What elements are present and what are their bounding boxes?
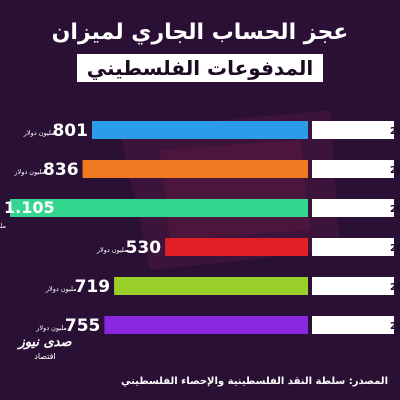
category-label: الربع الثاني 2023 bbox=[390, 282, 400, 293]
category-label-box bbox=[312, 121, 394, 139]
data-label: 719 bbox=[75, 277, 111, 297]
category-label: الربع الأول 2023 bbox=[390, 320, 400, 332]
category-label-box bbox=[312, 277, 394, 295]
bar bbox=[104, 316, 309, 334]
logo-text: صدى نيوز bbox=[18, 335, 72, 350]
category-label-box bbox=[312, 160, 394, 178]
chart-title-line2-wrap: المدفوعات الفلسطيني bbox=[0, 54, 400, 82]
category-label-box bbox=[312, 316, 394, 334]
unit-label: مليون دولار bbox=[35, 324, 67, 332]
brand-logo: صدى نيوز اقتصاد bbox=[10, 336, 80, 364]
category-label: الربع الثالث 2023 bbox=[390, 243, 400, 254]
source-note: المصدر: سلطة النقد الفلسطينية والإحصاء ا… bbox=[120, 376, 388, 387]
unit-label: مليون دولار bbox=[13, 168, 45, 176]
bar bbox=[91, 121, 309, 139]
unit-label: مليار دولار bbox=[0, 222, 6, 230]
bar bbox=[82, 160, 308, 178]
category-label-box bbox=[312, 199, 394, 217]
data-label: 836 bbox=[43, 160, 79, 180]
bar bbox=[10, 199, 308, 217]
unit-label: مليون دولار bbox=[23, 129, 55, 137]
data-label: 1.105 bbox=[4, 198, 55, 217]
bar bbox=[114, 277, 308, 295]
data-label: 755 bbox=[65, 316, 101, 336]
unit-label: مليون دولار bbox=[45, 285, 77, 293]
category-label-box bbox=[312, 238, 394, 256]
category-label: الربع الرابع 2023 bbox=[390, 204, 400, 215]
logo-subtext: اقتصاد bbox=[34, 352, 56, 361]
chart-title-line2: المدفوعات الفلسطيني bbox=[76, 54, 324, 82]
category-label: الربع الأول 2024 bbox=[390, 164, 400, 176]
data-label: 530 bbox=[126, 238, 162, 258]
bar bbox=[165, 238, 308, 256]
data-label: 801 bbox=[52, 121, 88, 141]
unit-label: مليون دولار bbox=[96, 246, 128, 254]
chart-title-line1: عجز الحساب الجاري لميزان bbox=[51, 20, 349, 45]
category-label: الربع الثاني 2024 bbox=[390, 126, 400, 137]
